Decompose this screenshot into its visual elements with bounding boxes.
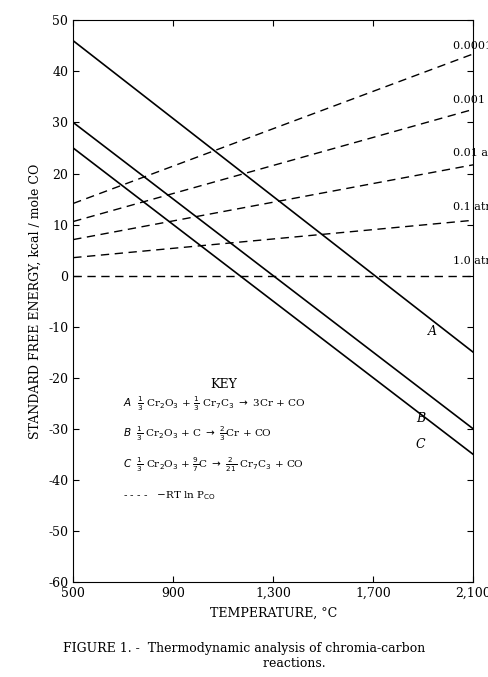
Text: - - - -   $-$RT ln P$_{\rm CO}$: - - - - $-$RT ln P$_{\rm CO}$ <box>123 489 217 502</box>
Text: $\it{C}$  $\frac{1}{3}$ Cr$_2$O$_3$ + $\frac{9}{7}$C $\rightarrow$ $\frac{2}{21}: $\it{C}$ $\frac{1}{3}$ Cr$_2$O$_3$ + $\f… <box>123 456 304 474</box>
Y-axis label: STANDARD FREE ENERGY, kcal / mole CO: STANDARD FREE ENERGY, kcal / mole CO <box>28 164 41 439</box>
Text: FIGURE 1. -  Thermodynamic analysis of chromia-carbon
                         r: FIGURE 1. - Thermodynamic analysis of ch… <box>63 642 425 670</box>
Text: C: C <box>416 438 426 451</box>
Text: 0.0001 atm: 0.0001 atm <box>453 41 488 51</box>
X-axis label: TEMPERATURE, °C: TEMPERATURE, °C <box>210 607 337 620</box>
Text: KEY: KEY <box>210 378 237 391</box>
Text: 0.01 atm: 0.01 atm <box>453 148 488 158</box>
Text: 1.0 atm: 1.0 atm <box>453 255 488 265</box>
Text: 0.1 atm: 0.1 atm <box>453 202 488 212</box>
Text: A: A <box>428 326 437 338</box>
Text: 0.001 atm: 0.001 atm <box>453 95 488 105</box>
Text: $\it{A}$  $\frac{1}{3}$ Cr$_2$O$_3$ + $\frac{1}{3}$ Cr$_7$C$_3$ $\rightarrow$ 3C: $\it{A}$ $\frac{1}{3}$ Cr$_2$O$_3$ + $\f… <box>123 394 305 413</box>
Text: $\it{B}$  $\frac{1}{3}$ Cr$_2$O$_3$ + C $\rightarrow$ $\frac{2}{3}$Cr + CO: $\it{B}$ $\frac{1}{3}$ Cr$_2$O$_3$ + C $… <box>123 425 272 443</box>
Text: B: B <box>416 412 425 425</box>
